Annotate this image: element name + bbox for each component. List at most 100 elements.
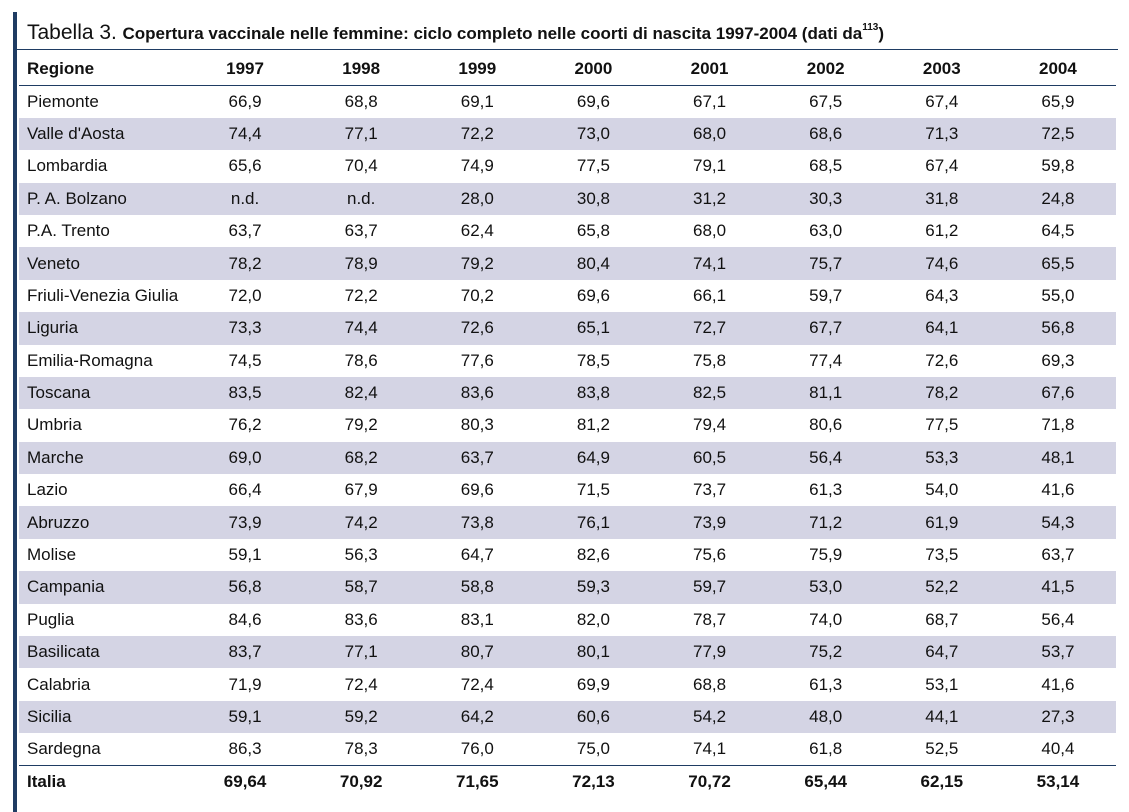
coverage-value: 72,6 xyxy=(925,350,959,370)
coverage-value: 30,8 xyxy=(535,182,652,215)
coverage-value: 69,6 xyxy=(576,285,610,305)
coverage-value: 74,5 xyxy=(228,350,262,370)
coverage-value: 75,9 xyxy=(809,545,843,565)
coverage-value: 78,2 xyxy=(187,247,304,280)
region-name: Sardegna xyxy=(27,739,101,759)
coverage-value: 53,3 xyxy=(883,441,1000,475)
coverage-value: 65,8 xyxy=(576,221,610,241)
coverage-value: 71,5 xyxy=(576,480,610,500)
table-row: Friuli-Venezia Giulia 72,0 72,2 70,2 69,6 66,… xyxy=(19,280,1116,312)
coverage-value: 80,6 xyxy=(809,415,843,435)
coverage-value: 75,8 xyxy=(693,350,727,370)
coverage-value: 56,4 xyxy=(1041,609,1075,629)
coverage-value: 73,9 xyxy=(651,506,768,539)
coverage-value: 73,0 xyxy=(535,117,652,151)
coverage-value: 77,1 xyxy=(303,636,420,669)
coverage-value: 56,8 xyxy=(187,571,304,604)
region-name: Campania xyxy=(19,571,187,604)
coverage-value: 64,7 xyxy=(883,636,1000,669)
table-row: Molise 59,1 56,3 64,7 82,6 75,6 75,9 73,5 63,7 xyxy=(19,539,1116,571)
coverage-value: 54,3 xyxy=(999,506,1116,539)
coverage-value: 53,7 xyxy=(999,636,1116,669)
coverage-value: 67,7 xyxy=(767,312,884,345)
title-rule xyxy=(17,49,1118,50)
coverage-value: 59,1 xyxy=(228,545,262,565)
table-title-lead: Tabella 3. xyxy=(27,21,117,44)
coverage-value: 27,3 xyxy=(999,700,1116,734)
total-value: 72,13 xyxy=(535,765,652,798)
coverage-value: 68,0 xyxy=(693,221,727,241)
table-row: Emilia-Romagna 74,5 78,6 77,6 78,5 75,8 77,4 72… xyxy=(19,345,1116,377)
coverage-value: 63,7 xyxy=(1041,545,1075,565)
coverage-value: 63,0 xyxy=(809,221,843,241)
region-name: Calabria xyxy=(27,674,91,694)
coverage-value: 55,0 xyxy=(1041,285,1075,305)
coverage-value: 63,7 xyxy=(419,441,536,475)
coverage-value: 82,5 xyxy=(651,376,768,410)
table-title: Tabella 3. Copertura vaccinale nelle fem… xyxy=(27,20,884,56)
coverage-value: 41,5 xyxy=(999,571,1116,604)
coverage-value: 61,3 xyxy=(809,674,843,694)
coverage-value: 59,1 xyxy=(187,700,304,734)
coverage-value: 73,5 xyxy=(925,545,959,565)
total-value: 65,44 xyxy=(767,765,884,798)
coverage-value: 73,8 xyxy=(419,506,536,539)
coverage-value: n.d. xyxy=(187,182,304,215)
region-name: Molise xyxy=(27,545,77,565)
coverage-value: 65,9 xyxy=(1041,91,1075,111)
coverage-value: 65,5 xyxy=(999,247,1116,280)
coverage-value: 73,9 xyxy=(187,506,304,539)
coverage-value: 44,1 xyxy=(883,700,1000,734)
coverage-value: 84,6 xyxy=(228,609,262,629)
coverage-value: 73,7 xyxy=(693,480,727,500)
total-value: 70,92 xyxy=(303,765,420,798)
coverage-value: 74,9 xyxy=(460,156,494,176)
coverage-value: 41,6 xyxy=(1041,674,1075,694)
table-row: Toscana 83,5 82,4 83,6 83,8 82,5 81,1 78,2 67,6 xyxy=(19,376,1116,410)
coverage-value: 48,1 xyxy=(999,441,1116,475)
table-row: Umbria 76,2 79,2 80,3 81,2 79,4 80,6 77,5 71,8 xyxy=(19,409,1116,441)
coverage-value: 54,0 xyxy=(925,480,959,500)
coverage-value: 76,0 xyxy=(460,739,494,759)
coverage-value: 64,7 xyxy=(460,545,494,565)
table-row: Liguria 73,3 74,4 72,6 65,1 72,7 67,7 64,1 56,8 xyxy=(19,312,1116,345)
coverage-value: 68,8 xyxy=(344,91,378,111)
table-title-text: Copertura vaccinale nelle femmine: ciclo… xyxy=(122,24,863,43)
coverage-value: 83,6 xyxy=(344,609,378,629)
coverage-value: 69,1 xyxy=(460,91,494,111)
table-row: Basilicata 83,7 77,1 80,7 80,1 77,9 75,2 64,7 53… xyxy=(19,636,1116,669)
coverage-value: 53,0 xyxy=(767,571,884,604)
coverage-value: 82,6 xyxy=(576,545,610,565)
coverage-value: 61,9 xyxy=(883,506,1000,539)
coverage-value: 53,1 xyxy=(925,674,959,694)
coverage-value: 71,3 xyxy=(883,117,1000,151)
coverage-value: 78,7 xyxy=(693,609,727,629)
coverage-value: 74,1 xyxy=(693,739,727,759)
table-body: Piemonte 66,9 68,8 69,1 69,6 67,1 67,5 67,4 65,9… xyxy=(19,85,1116,765)
coverage-value: 30,3 xyxy=(767,182,884,215)
coverage-value: 69,6 xyxy=(460,480,494,500)
coverage-value: 68,0 xyxy=(651,117,768,151)
coverage-value: 79,1 xyxy=(693,156,727,176)
coverage-value: 81,1 xyxy=(767,376,884,410)
coverage-value: 74,0 xyxy=(809,609,843,629)
total-value: 71,65 xyxy=(419,765,536,798)
coverage-value: 80,4 xyxy=(535,247,652,280)
coverage-value: 71,2 xyxy=(767,506,884,539)
coverage-value: 83,8 xyxy=(535,376,652,410)
coverage-value: 65,6 xyxy=(228,156,262,176)
coverage-value: 64,5 xyxy=(1041,221,1075,241)
coverage-value: 78,6 xyxy=(344,350,378,370)
coverage-value: 78,3 xyxy=(344,739,378,759)
coverage-value: 82,4 xyxy=(303,376,420,410)
coverage-value: 66,1 xyxy=(693,285,727,305)
coverage-value: 77,6 xyxy=(460,350,494,370)
coverage-value: 76,2 xyxy=(228,415,262,435)
column-header-regione: Regione xyxy=(19,53,187,86)
total-value: 70,72 xyxy=(651,765,768,798)
coverage-value: 64,1 xyxy=(883,312,1000,345)
region-name: P. A. Bolzano xyxy=(19,182,187,215)
coverage-value: 74,4 xyxy=(303,312,420,345)
coverage-value: 74,1 xyxy=(651,247,768,280)
coverage-value: 64,9 xyxy=(535,441,652,475)
